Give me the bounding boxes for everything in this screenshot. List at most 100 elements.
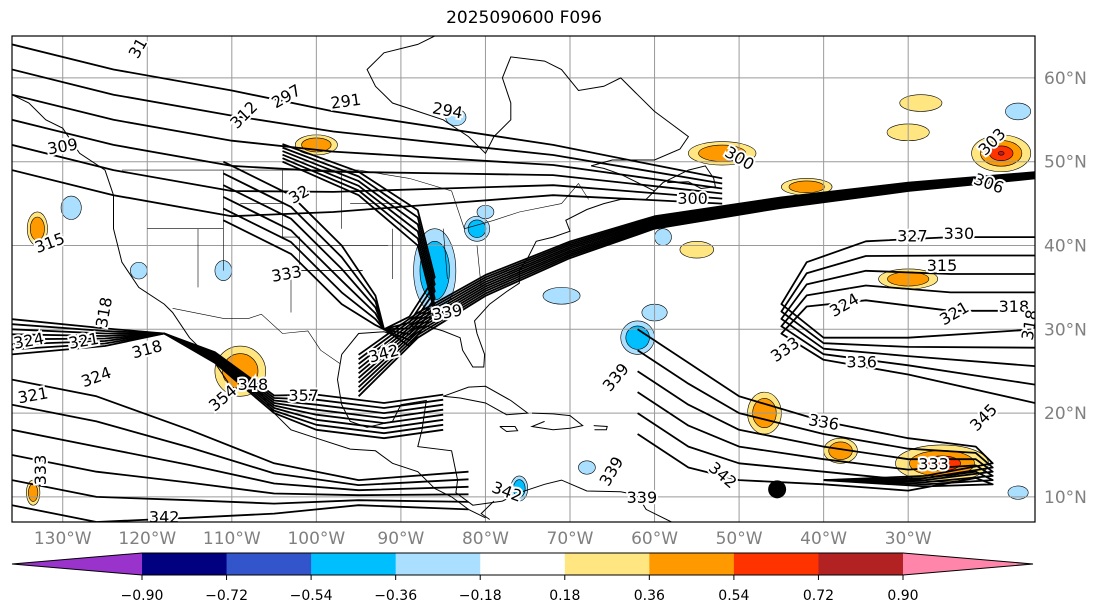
lon-tick-label: 80°W xyxy=(462,529,509,549)
contour-label: 315 xyxy=(927,256,958,275)
contour-label: 333 xyxy=(918,455,949,474)
coastline xyxy=(593,425,608,431)
colorbar-segment xyxy=(395,553,481,575)
shaded-region xyxy=(997,151,1005,156)
contour-line xyxy=(223,153,436,336)
contour-label: 339 xyxy=(627,488,658,507)
colorbar-extend-low xyxy=(12,553,142,575)
lon-tick-label: 70°W xyxy=(547,529,594,549)
contour-line xyxy=(12,378,469,481)
colorbar-tick-label: 0.90 xyxy=(887,588,918,604)
colorbar-segment xyxy=(226,553,312,575)
colorbar-tick-label: −0.54 xyxy=(290,588,333,604)
colorbar-segment xyxy=(649,553,735,575)
lon-tick-label: 30°W xyxy=(885,529,932,549)
lon-tick-label: 110°W xyxy=(203,529,261,549)
colorbar-segment xyxy=(311,553,397,575)
contour-line xyxy=(357,176,1035,388)
contour-line xyxy=(12,323,444,409)
contour-line xyxy=(357,175,1035,384)
state-border xyxy=(442,228,448,280)
colorbar: −0.90 −0.72 −0.54 −0.36 −0.18 0.18 0.36 0.54 0.7… xyxy=(11,552,1034,604)
contour-label: 357 xyxy=(288,386,319,405)
map-title: 2025090600 F096 xyxy=(446,8,602,28)
shaded-region xyxy=(28,483,39,502)
shaded-region xyxy=(578,460,596,475)
theta-e-contours xyxy=(12,43,1035,522)
contour-line xyxy=(637,328,994,481)
contour-label: 318 xyxy=(92,296,116,329)
coastline xyxy=(443,385,530,416)
contour-line xyxy=(12,479,469,505)
lon-tick-label: 40°W xyxy=(800,529,847,549)
contour-line xyxy=(12,332,444,430)
contour-line xyxy=(12,332,444,440)
shaded-region xyxy=(788,180,825,193)
colorbar-tick-label: 0.72 xyxy=(803,588,834,604)
shaded-region xyxy=(542,287,581,305)
contour-line xyxy=(357,177,1035,397)
contour-line xyxy=(12,68,723,185)
contour-line xyxy=(12,93,723,190)
coastline xyxy=(499,426,519,433)
coastline xyxy=(530,412,584,431)
contour-line xyxy=(12,118,723,195)
shaded-region xyxy=(29,216,45,241)
colorbar-tick-label: −0.36 xyxy=(374,588,417,604)
lon-tick-label: 130°W xyxy=(34,529,92,549)
contour-label: 300 xyxy=(677,189,708,208)
contour-line xyxy=(780,236,1035,339)
lon-tick-label: 50°W xyxy=(716,529,763,549)
contour-line xyxy=(357,176,1035,393)
colorbar-segment xyxy=(733,553,819,575)
lon-tick-label: 90°W xyxy=(377,529,424,549)
contour-label: 336 xyxy=(846,352,877,371)
contour-line xyxy=(12,428,469,492)
contour-line xyxy=(780,299,1035,404)
contour-line xyxy=(12,318,444,404)
contour-line xyxy=(358,174,1035,374)
markers xyxy=(768,480,787,499)
shaded-region xyxy=(679,240,715,259)
colorbar-segment xyxy=(818,553,904,575)
shaded-region xyxy=(1005,102,1032,121)
contour-line xyxy=(12,43,723,180)
lat-tick-label: 50°N xyxy=(1044,153,1087,173)
contour-line xyxy=(223,150,436,331)
contour-line xyxy=(12,332,444,419)
state-border xyxy=(121,169,589,230)
contour-label: 342 xyxy=(149,507,180,526)
colorbar-extend-high xyxy=(903,553,1033,575)
contour-label: 318 xyxy=(999,297,1030,316)
contour-line xyxy=(12,332,444,424)
latitude-tick-labels: 60°N 50°N 40°N 30°N 20°N 10°N xyxy=(1044,69,1087,508)
contour-line xyxy=(358,172,1035,361)
shaded-region xyxy=(1007,485,1029,500)
lat-tick-label: 60°N xyxy=(1044,69,1087,89)
colorbar-segment xyxy=(480,553,566,575)
contour-line xyxy=(780,284,1035,386)
contour-line xyxy=(12,504,469,522)
lon-tick-label: 120°W xyxy=(118,529,176,549)
map-frame xyxy=(11,35,1036,523)
colorbar-tick-label: −0.18 xyxy=(459,588,502,604)
contour-label: 318 xyxy=(1018,308,1042,341)
contour-label: 330 xyxy=(944,224,975,243)
lat-tick-label: 30°N xyxy=(1044,320,1087,340)
coastline xyxy=(341,36,690,368)
lat-tick-label: 40°N xyxy=(1044,236,1087,256)
contour-label: 321 xyxy=(16,383,49,407)
contour-line xyxy=(780,269,1035,367)
shaded-region xyxy=(899,94,943,112)
colorbar-tick-label: 0.54 xyxy=(718,588,749,604)
contour-line xyxy=(12,332,444,435)
shaded-region xyxy=(60,195,82,220)
colorbar-tick-label: −0.72 xyxy=(205,588,248,604)
contour-line xyxy=(223,146,436,331)
colorbar-segment xyxy=(564,553,650,575)
contour-line xyxy=(222,143,436,331)
colorbar-tick-label: 0.18 xyxy=(549,588,580,604)
contour-line xyxy=(637,391,994,484)
location-marker xyxy=(768,480,787,499)
